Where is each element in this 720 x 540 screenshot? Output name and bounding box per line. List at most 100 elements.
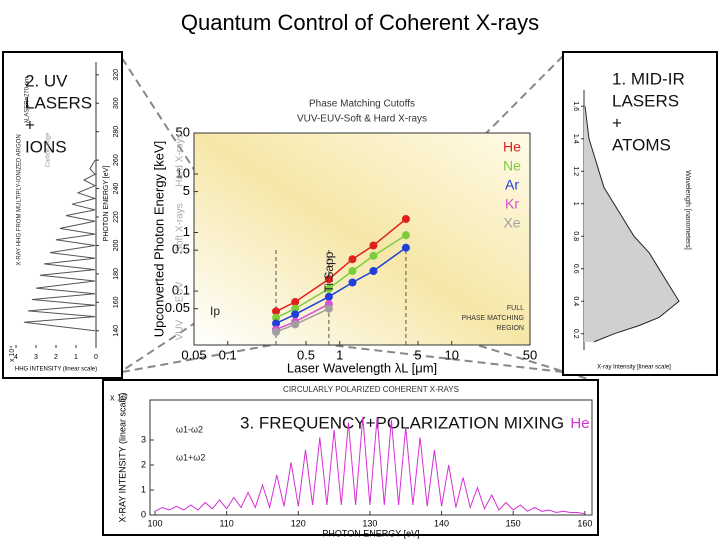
y-tick-label: 3 (141, 434, 146, 444)
panel-label: LASERS (25, 93, 92, 112)
area-fill (584, 106, 679, 342)
chart-title: CIRCULARLY POLARIZED COHERENT X-RAYS (283, 385, 459, 394)
x-tick-label: 160 (113, 296, 120, 308)
connector (121, 57, 273, 291)
legend-label: Xe (503, 215, 520, 231)
y-axis-label: Upconverted Photon Energy [keV] (151, 141, 166, 338)
x-tick-label: 0.6 (572, 264, 579, 274)
x-tick-label: 0.8 (572, 231, 579, 241)
x-tick-label: 300 (113, 97, 120, 109)
x-tick-label: 1 (572, 202, 579, 206)
x-tick-label: 110 (219, 518, 233, 528)
annotation: FULL (507, 305, 524, 312)
x-tick-label: 260 (113, 154, 120, 166)
annotation: Hard X-rays (175, 133, 186, 186)
x-tick-label: 50 (523, 347, 537, 362)
data-point (348, 267, 357, 276)
data-point (348, 255, 357, 264)
annotation: x 10⁴ (9, 346, 16, 362)
chart-subtitle: VUV-EUV-Soft & Hard X-rays (297, 114, 427, 125)
x-tick-label: 1 (336, 347, 343, 362)
annotation: x 10 (110, 392, 127, 402)
annotation: Wavelength [nanometers] (684, 170, 691, 250)
x-tick-label: 140 (434, 518, 449, 528)
data-point (348, 278, 357, 287)
annotation: λLASER=270 nm (25, 77, 31, 123)
annotation: VUV (175, 319, 186, 340)
x-tick-label: 180 (113, 268, 120, 280)
x-tick-label: 280 (113, 126, 120, 138)
panel-label: 3. FREQUENCY+POLARIZATION MIXING (240, 413, 564, 432)
y-tick-label: 0.5 (172, 242, 190, 257)
annotation: PHASE MATCHING (462, 315, 525, 322)
panel-label: IONS (25, 137, 67, 156)
x-tick-label: 5 (414, 347, 421, 362)
data-point (401, 231, 410, 240)
x-tick-label: 0.5 (297, 347, 315, 362)
annotation: Carbon edge (46, 132, 52, 167)
annotation: Ti:Sapp (322, 251, 336, 292)
data-point (369, 241, 378, 250)
data-point (324, 292, 333, 301)
y-axis-label: HHG INTENSITY (linear scale) (15, 367, 97, 373)
series-line (584, 106, 680, 343)
y-tick-label: 1 (74, 354, 78, 361)
x-tick-label: 100 (147, 518, 162, 528)
y-tick-label: 3 (34, 354, 38, 361)
y-tick-label: 10 (176, 165, 190, 180)
y-tick-label: 0.1 (172, 283, 190, 298)
x-axis-label: PHOTON ENERGY [eV] (103, 166, 110, 242)
y-tick-label: 2 (141, 459, 146, 469)
x-tick-label: 150 (506, 518, 521, 528)
series-line (154, 417, 585, 515)
data-point (291, 304, 300, 313)
data-point (369, 267, 378, 276)
x-tick-label: 0.1 (219, 347, 237, 362)
y-axis-label: X-ray Intensity [linear scale] (597, 365, 671, 371)
panel-label: + (612, 113, 622, 132)
panel-label: 1. MID-IR (612, 69, 685, 88)
data-point (291, 320, 300, 329)
x-tick-label: 1.2 (572, 166, 579, 176)
y-tick-label: 50 (176, 124, 190, 139)
x-tick-label: 130 (362, 518, 377, 528)
x-tick-label: 200 (113, 240, 120, 252)
annotation: EUV (175, 281, 186, 302)
legend-label: He (570, 415, 589, 432)
annotation: ω1-ω2 (176, 424, 203, 434)
y-tick-label: 1 (141, 484, 146, 494)
y-tick-label: 4 (14, 354, 18, 361)
panel-label: 2. UV (25, 71, 68, 90)
x-tick-label: 0.2 (572, 329, 579, 339)
data-point (324, 275, 333, 284)
legend-label: Ne (503, 158, 521, 174)
y-tick-label: 5 (183, 183, 190, 198)
x-tick-label: 220 (113, 211, 120, 223)
data-point (369, 251, 378, 260)
annotation: Soft X-rays (175, 203, 186, 252)
data-point (272, 328, 281, 337)
data-point (401, 243, 410, 252)
data-point (272, 307, 281, 316)
data-point (324, 304, 333, 313)
chart-title: Phase Matching Cutoffs (309, 99, 415, 110)
x-tick-label: 320 (113, 69, 120, 81)
x-tick-label: 160 (577, 518, 592, 528)
data-point (272, 313, 281, 322)
x-tick-label: 1.6 (572, 101, 579, 111)
slide-title: Quantum Control of Coherent X-rays (181, 10, 539, 35)
x-tick-label: 120 (291, 518, 306, 528)
data-point (324, 284, 333, 293)
panel-label: + (25, 115, 35, 134)
panel-left (2, 51, 123, 379)
data-point (291, 310, 300, 319)
y-tick-label: 0 (94, 354, 98, 361)
annotation: ω1+ω2 (176, 452, 205, 462)
x-axis-label: PHOTON ENERGY [eV] (322, 528, 419, 538)
connector (329, 344, 564, 373)
x-tick-label: 0.4 (572, 296, 579, 306)
series-line (23, 159, 97, 332)
annotation: Ip (210, 304, 220, 318)
data-point (401, 215, 410, 224)
